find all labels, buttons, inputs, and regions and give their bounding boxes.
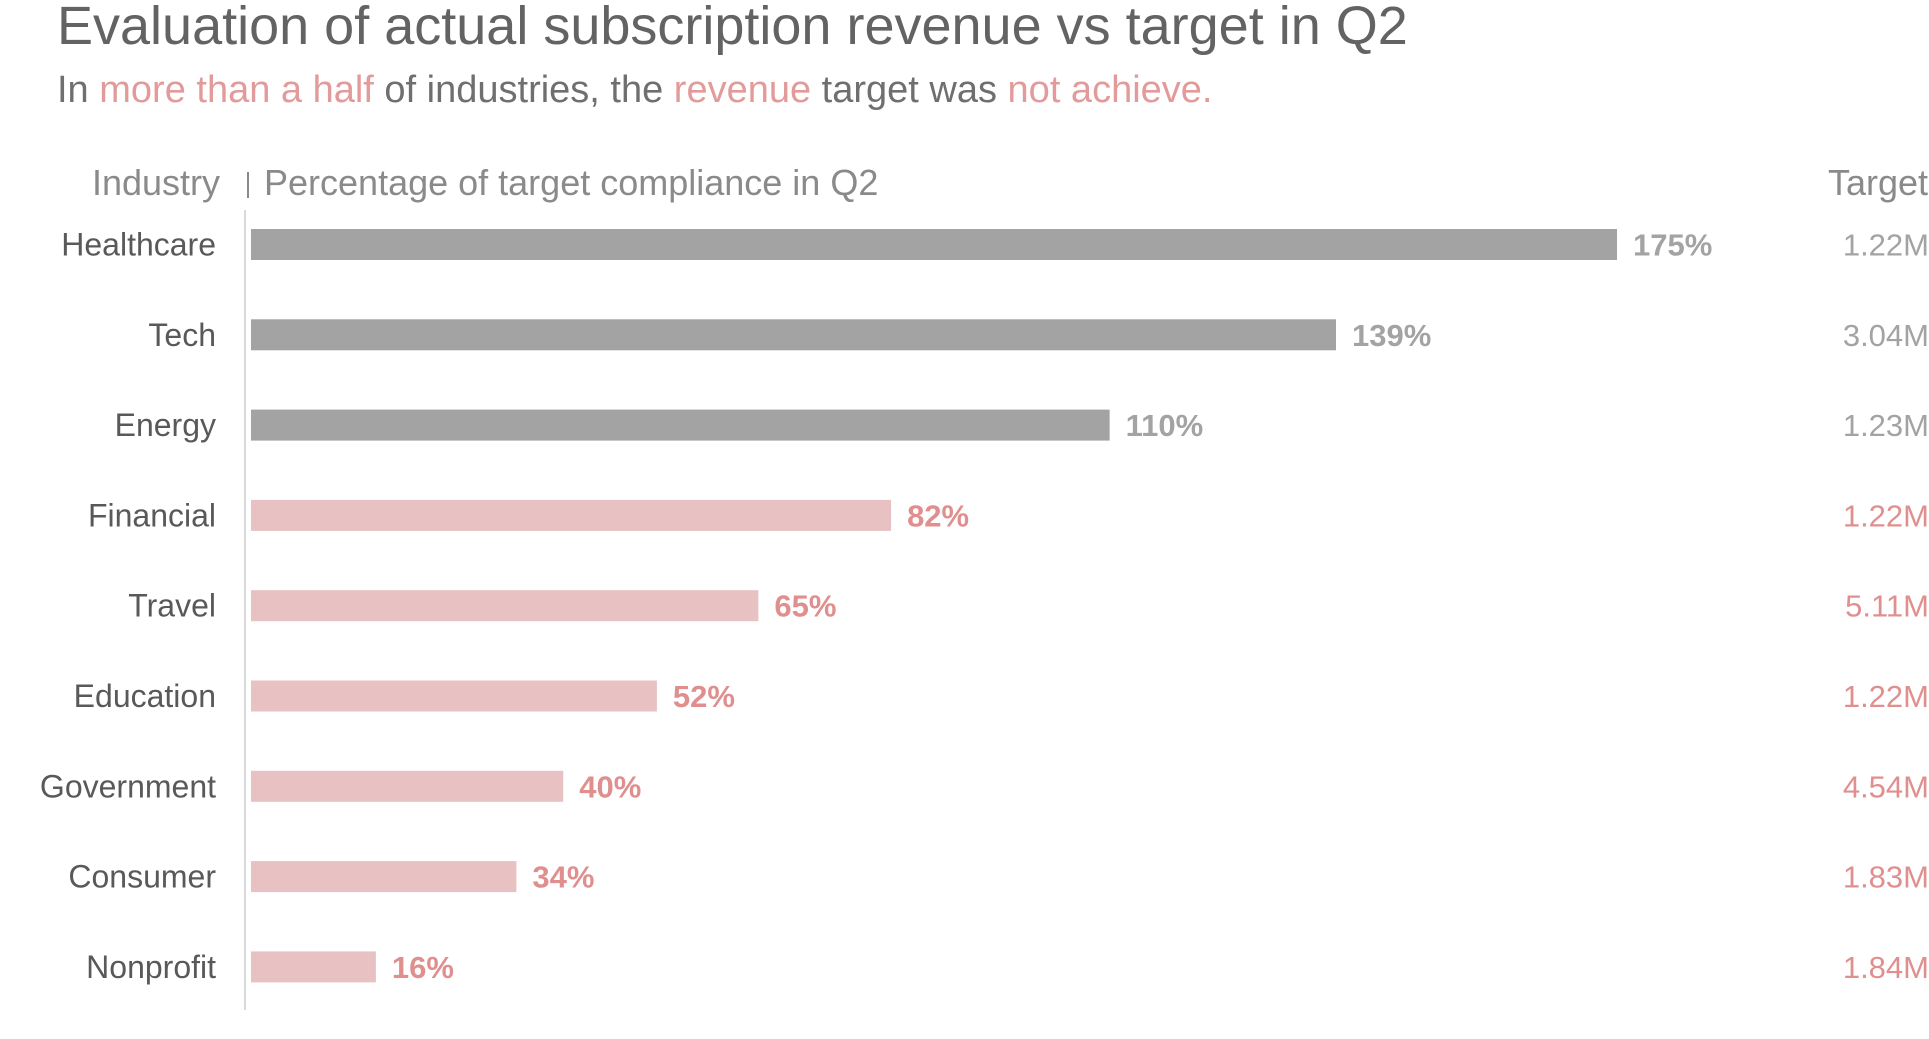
category-label: Financial: [88, 497, 216, 533]
target-value: 1.22M: [1843, 498, 1929, 533]
target-header: Target: [1828, 162, 1928, 203]
value-label: 139%: [1352, 318, 1431, 353]
bar: [251, 319, 1336, 351]
bar: [251, 951, 376, 983]
category-label: Tech: [148, 317, 216, 353]
axis-title: Percentage of target compliance in Q2: [264, 162, 878, 203]
target-value: 4.54M: [1843, 769, 1929, 804]
value-label: 82%: [907, 498, 969, 533]
bar: [251, 770, 564, 802]
bar: [251, 229, 1617, 260]
value-label: 110%: [1126, 408, 1204, 443]
target-value: 3.04M: [1843, 318, 1929, 353]
target-value: 1.22M: [1843, 679, 1929, 714]
value-label: 40%: [579, 769, 641, 804]
category-label: Education: [74, 678, 216, 714]
bar: [251, 680, 657, 712]
subtitle-part-3: target was: [811, 69, 1008, 111]
category-label: Energy: [115, 407, 216, 443]
target-value: 1.84M: [1843, 950, 1929, 985]
value-label: 65%: [774, 589, 836, 624]
chart-title: Evaluation of actual subscription revenu…: [57, 0, 1408, 56]
target-value: 1.22M: [1843, 228, 1929, 263]
target-value: 1.23M: [1843, 408, 1929, 443]
value-label: 34%: [532, 860, 594, 895]
subtitle-part-2: of industries, the: [373, 69, 674, 111]
target-value: 5.11M: [1845, 589, 1929, 624]
bar: [251, 409, 1110, 441]
value-label: 175%: [1633, 228, 1712, 263]
bars-group: Healthcare 175% 1.22M Tech 139% 3.04M Energy 11…: [40, 227, 1929, 985]
subtitle-highlight-1: more than a half: [99, 69, 374, 111]
value-label: 16%: [392, 950, 454, 985]
category-label: Consumer: [68, 859, 216, 895]
subtitle-highlight-2: revenue: [673, 69, 812, 111]
bar: [251, 499, 892, 531]
category-label: Travel: [128, 588, 216, 624]
category-label: Healthcare: [61, 227, 216, 263]
target-value: 1.83M: [1843, 860, 1929, 895]
bar: [251, 590, 759, 622]
category-label: Nonprofit: [86, 949, 216, 985]
chart-subtitle: In more than a half of industries, the r…: [57, 68, 1212, 114]
subtitle-part-1: In: [57, 69, 100, 111]
value-label: 52%: [673, 679, 735, 714]
category-label: Government: [40, 768, 216, 804]
industry-header: Industry: [92, 162, 220, 203]
subtitle-highlight-3: not achieve.: [1007, 69, 1213, 111]
bar: [251, 861, 517, 893]
